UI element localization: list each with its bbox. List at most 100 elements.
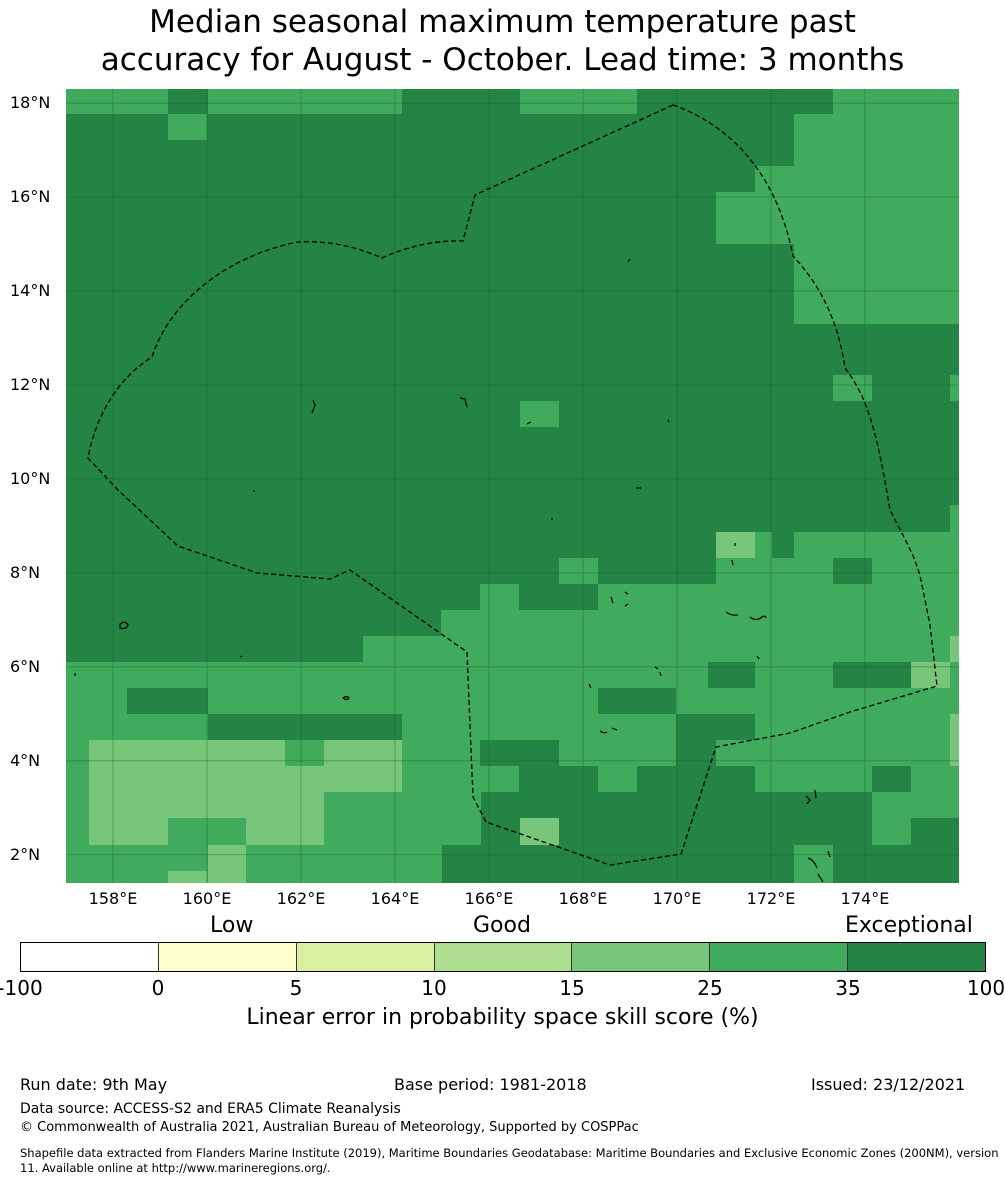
skill-cell xyxy=(480,584,519,610)
colorbar-tick-label: 25 xyxy=(697,976,723,1000)
colorbar-segment xyxy=(572,943,711,971)
skill-cell xyxy=(89,740,285,766)
latitude-tick-label: 2°N xyxy=(10,844,41,864)
skill-cell xyxy=(950,375,959,401)
latitude-tick-label: 8°N xyxy=(10,562,41,582)
map-title-line-1: Median seasonal maximum temperature past xyxy=(149,4,856,40)
colorbar-tick-label: 100 xyxy=(966,976,1005,1000)
colorbar-segment xyxy=(848,943,986,971)
skill-cell xyxy=(324,818,481,845)
skill-cell xyxy=(66,688,127,714)
skill-cell xyxy=(716,558,833,584)
longitude-tick-label: 160°E xyxy=(182,889,232,908)
copyright: © Commonwealth of Australia 2021, Austra… xyxy=(20,1120,639,1135)
skill-cell xyxy=(833,375,872,401)
skill-cell xyxy=(755,766,872,792)
skill-cell xyxy=(89,818,168,845)
colorbar-tick-label: 15 xyxy=(559,976,585,1000)
skill-cell xyxy=(208,89,402,114)
colorbar-segment xyxy=(21,943,159,971)
colorbar-tick-label: 0 xyxy=(151,976,165,1000)
skill-cell xyxy=(559,740,676,766)
skill-cell xyxy=(89,792,324,818)
latitude-tick-label: 6°N xyxy=(10,656,41,676)
colorbar-label: Linear error in probability space skill … xyxy=(246,1005,759,1030)
map-gridlines xyxy=(66,89,959,883)
colorbar-tick-label: 5 xyxy=(289,976,303,1000)
latitude-tick-label: 4°N xyxy=(10,750,41,770)
skill-cell xyxy=(66,845,442,871)
skill-cell xyxy=(66,89,168,114)
skill-cell xyxy=(168,114,207,140)
skill-cell xyxy=(755,662,833,688)
longitude-tick-label: 174°E xyxy=(840,889,890,908)
skill-cell xyxy=(794,871,833,883)
skill-cell xyxy=(755,166,959,192)
skill-cell xyxy=(520,89,637,114)
island-outlines xyxy=(74,258,831,883)
skill-cell xyxy=(755,532,772,558)
skill-cell xyxy=(676,688,959,714)
skill-cell xyxy=(66,792,89,818)
skill-cell xyxy=(716,740,950,766)
skill-cell xyxy=(911,766,959,792)
colorbar-tick-label: 35 xyxy=(835,976,861,1000)
base-period: Base period: 1981-2018 xyxy=(394,1075,587,1094)
skill-cell xyxy=(66,740,89,766)
skill-cell xyxy=(89,766,402,792)
latitude-tick-label: 16°N xyxy=(10,187,51,207)
colorbar-tick-label: -100 xyxy=(0,976,43,1000)
skill-cell xyxy=(324,740,402,766)
colorbar-segment xyxy=(710,943,849,971)
skill-cell xyxy=(794,244,959,324)
latitude-tick-label: 18°N xyxy=(10,93,51,113)
skill-cell xyxy=(168,871,207,883)
skill-cell xyxy=(66,766,89,792)
longitude-tick-label: 164°E xyxy=(370,889,420,908)
skill-cell xyxy=(402,766,519,792)
skill-map xyxy=(66,89,959,883)
skill-cell xyxy=(598,584,959,610)
skill-cell xyxy=(208,871,246,883)
latitude-tick-label: 10°N xyxy=(10,468,51,488)
map-title-line-2: accuracy for August - October. Lead time… xyxy=(100,42,905,78)
skill-word-low: Low xyxy=(210,913,254,938)
skill-cell xyxy=(208,845,246,871)
eez-boundary xyxy=(87,104,938,866)
skill-cell xyxy=(66,818,89,845)
colorbar-segment xyxy=(296,943,435,971)
skill-cell xyxy=(755,714,959,740)
skill-cell xyxy=(402,714,676,740)
skill-cell xyxy=(872,818,911,845)
skill-cell xyxy=(911,662,950,688)
skill-cell xyxy=(520,401,559,427)
skill-word-good: Good xyxy=(473,913,531,938)
issued-date: Issued: 23/12/2021 xyxy=(811,1075,966,1094)
longitude-tick-label: 166°E xyxy=(464,889,514,908)
skill-cell xyxy=(794,532,959,558)
skill-cell xyxy=(66,662,708,688)
longitude-tick-label: 172°E xyxy=(746,889,796,908)
skill-word-exceptional: Exceptional xyxy=(845,913,973,938)
skill-cell xyxy=(324,792,481,818)
skill-cell xyxy=(794,114,959,166)
skill-cell xyxy=(559,558,598,584)
skill-cell xyxy=(833,89,959,114)
skill-cell xyxy=(950,505,959,532)
skill-cell xyxy=(246,818,324,845)
colorbar-segment xyxy=(434,943,573,971)
colorbar xyxy=(20,942,986,972)
skill-cell xyxy=(363,636,959,662)
longitude-tick-label: 158°E xyxy=(88,889,138,908)
colorbar-tick-label: 10 xyxy=(421,976,447,1000)
skill-cell xyxy=(441,610,959,636)
skill-cell xyxy=(872,792,959,818)
skill-grid xyxy=(66,89,959,883)
skill-cell xyxy=(598,766,637,792)
skill-cell xyxy=(66,871,442,883)
latitude-tick-label: 12°N xyxy=(10,374,51,394)
skill-cell xyxy=(208,688,598,714)
colorbar-segment xyxy=(158,943,297,971)
latitude-tick-label: 14°N xyxy=(10,281,51,301)
skill-cell xyxy=(794,845,833,871)
